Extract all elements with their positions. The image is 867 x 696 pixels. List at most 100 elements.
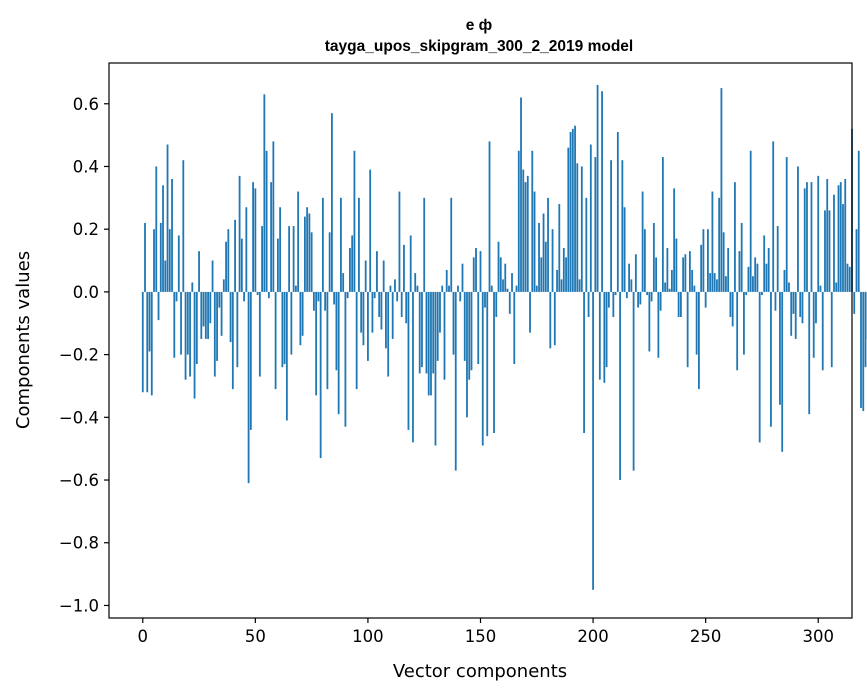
bar-132: [439, 291, 441, 333]
bar-230: [659, 291, 662, 311]
bar-174: [533, 191, 536, 292]
bar-26: [200, 291, 203, 339]
bar-11: [166, 144, 169, 292]
bar-304: [826, 179, 829, 292]
bar-113: [396, 291, 399, 302]
bar-84: [331, 113, 333, 292]
bar-282: [776, 226, 779, 292]
bar-203: [598, 291, 601, 380]
bar-101: [369, 169, 372, 292]
bar-136: [448, 285, 450, 292]
bar-294: [803, 188, 806, 292]
bar-261: [729, 291, 732, 317]
x-tick-label: 100: [352, 627, 384, 646]
y-tick-label: −0.6: [59, 471, 99, 490]
bar-250: [704, 291, 707, 308]
plot-frame: [108, 62, 853, 619]
bar-91: [346, 291, 349, 299]
bar-268: [745, 291, 748, 296]
bar-189: [567, 147, 570, 292]
bar-62: [281, 291, 284, 368]
bar-44: [240, 238, 243, 292]
bar-60: [276, 238, 279, 292]
bar-312: [844, 179, 847, 292]
bar-57: [270, 182, 273, 292]
bar-180: [547, 197, 549, 292]
bar-199: [589, 144, 592, 292]
bar-104: [376, 251, 378, 292]
bar-105: [378, 291, 381, 317]
bar-299: [815, 291, 817, 324]
bar-167: [517, 150, 520, 292]
bar-153: [486, 291, 489, 437]
bar-258: [722, 232, 725, 292]
bar-112: [394, 279, 396, 292]
bar-32: [213, 291, 216, 377]
bar-217: [630, 279, 633, 292]
bar-320: [862, 291, 865, 412]
bar-141: [459, 291, 462, 302]
y-axis-ticks: −1.0 −0.8 −0.6 −0.4 −0.2 0.0 0.2 0.4 0.6: [59, 95, 109, 615]
bar-310: [839, 182, 842, 292]
bar-48: [249, 291, 252, 430]
bar-302: [821, 291, 824, 371]
bar-34: [218, 291, 221, 308]
bar-8: [159, 222, 162, 292]
bar-303: [824, 210, 826, 292]
bar-59: [274, 291, 277, 390]
bar-243: [688, 251, 691, 292]
bar-182: [551, 229, 554, 292]
bar-78: [317, 291, 320, 302]
bar-204: [601, 91, 603, 292]
bar-270: [749, 150, 752, 292]
bar-83: [328, 232, 331, 292]
bar-255: [716, 279, 718, 292]
bar-168: [520, 97, 522, 292]
bar-37: [225, 241, 227, 292]
bar-247: [698, 291, 700, 390]
bar-314: [848, 266, 851, 292]
bar-146: [470, 291, 473, 371]
bar-222: [641, 191, 644, 292]
bar-264: [736, 291, 739, 371]
bar-122: [416, 285, 419, 292]
bar-82: [326, 291, 329, 390]
bar-209: [612, 291, 615, 317]
bar-237: [675, 238, 678, 292]
bar-19: [184, 291, 187, 380]
bar-298: [812, 291, 815, 358]
bar-63: [283, 291, 286, 365]
bar-102: [371, 291, 374, 333]
bar-24: [195, 291, 198, 365]
bar-285: [783, 269, 786, 292]
bar-127: [427, 291, 430, 396]
bar-77: [315, 291, 318, 396]
x-axis-label: Vector components: [393, 661, 567, 682]
bar-121: [414, 273, 417, 292]
bar-65: [288, 226, 291, 292]
chart-subtitle: tayga_upos_skipgram_300_2_2019 model: [325, 38, 633, 55]
bar-41: [234, 219, 236, 292]
bar-317: [855, 229, 858, 292]
bar-94: [353, 150, 356, 292]
bar-263: [734, 182, 736, 292]
bar-273: [756, 263, 759, 292]
bar-157: [495, 291, 498, 317]
bar-200: [592, 291, 594, 590]
bar-233: [666, 248, 669, 292]
bar-138: [452, 291, 455, 355]
bar-116: [403, 244, 405, 292]
bar-300: [817, 175, 820, 292]
bar-164: [511, 273, 513, 292]
x-tick-label: 50: [245, 627, 266, 646]
bar-55: [265, 150, 268, 292]
bar-229: [657, 291, 660, 358]
bar-184: [556, 269, 558, 292]
bar-22: [191, 282, 194, 292]
bar-195: [580, 166, 583, 292]
bar-162: [506, 288, 509, 292]
bar-149: [477, 291, 480, 365]
bar-97: [360, 291, 363, 333]
y-tick-label: −0.2: [59, 346, 99, 365]
